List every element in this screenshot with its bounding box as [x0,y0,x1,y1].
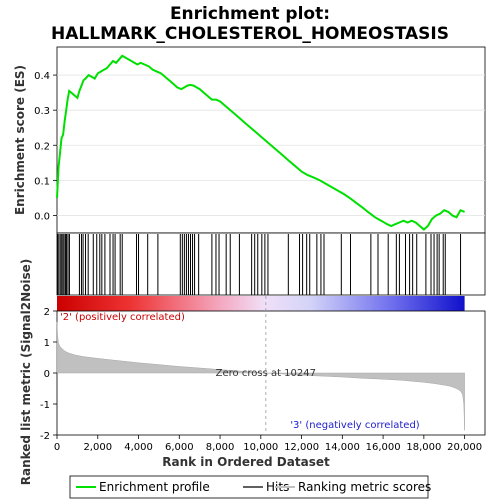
top-y-tick-label: 0.1 [34,176,50,187]
legend: Enrichment profile Hits Ranking metric s… [69,475,431,499]
positive-correlation-label: '2' (positively correlated) [60,312,185,323]
bottom-y-tick-label: 0 [44,369,50,380]
rank-color-gradient [57,296,465,311]
x-tick-label: 14,000 [325,442,360,453]
hit-lines [57,234,462,295]
top-panel-frame [56,46,486,234]
x-tick-label: 20,000 [447,442,482,453]
x-tick-label: 2,000 [83,442,112,453]
ranked-metric-panel: 2 1 0 -1 -2 '2' (positively correlated) Zero… [19,259,486,486]
top-y-tick-label: 0.0 [34,211,50,222]
x-tick-label: 4,000 [124,442,153,453]
enrichment-score-panel: 0.0 0.1 0.2 0.3 0.4 Enrichment score (ES) [13,46,486,234]
top-y-tick-label: 0.4 [34,71,50,82]
hits-panel [56,232,486,296]
bottom-y-tick-label: 1 [44,338,50,349]
zero-cross-label: Zero cross at 10247 [216,368,316,379]
x-tick-label: 16,000 [366,442,401,453]
x-tick-label: 6,000 [165,442,194,453]
x-tick-label: 12,000 [284,442,319,453]
x-tick-label: 8,000 [206,442,235,453]
chart-title-line-1: Enrichment plot: [170,4,330,24]
rank-color-bar [57,296,465,311]
ranking-metric-area [56,321,465,431]
bottom-y-tick-label: 2 [44,307,50,318]
x-axis-ticks: 0 2,000 4,000 6,000 8,000 10,000 12,000 14,000 1… [54,435,482,453]
top-panel-grid [57,74,485,216]
top-panel-y-ticks: 0.0 0.1 0.2 0.3 0.4 [34,71,57,222]
x-axis-label: Rank in Ordered Dataset [162,455,330,469]
negative-correlation-label: '3' (negatively correlated) [290,420,419,431]
bottom-panel-y-label: Ranked list metric (Signal2Noise) [19,259,33,486]
hits-panel-frame [56,232,486,296]
x-tick-label: 0 [54,442,60,453]
top-y-tick-label: 0.3 [34,106,50,117]
legend-label-enrichment-profile: Enrichment profile [99,480,210,494]
chart-title-line-2: HALLMARK_CHOLESTEROL_HOMEOSTASIS [51,24,449,44]
bottom-y-tick-label: -1 [40,400,50,411]
x-tick-label: 18,000 [406,442,441,453]
x-tick-label: 10,000 [243,442,278,453]
top-y-tick-label: 0.2 [34,141,50,152]
legend-label-ranking-metric: Ranking metric scores [298,480,431,494]
bottom-panel-y-ticks: 2 1 0 -1 -2 [40,307,57,442]
enrichment-profile-line [56,54,465,231]
bottom-y-tick-label: -2 [40,431,50,442]
top-panel-y-label: Enrichment score (ES) [13,65,27,215]
